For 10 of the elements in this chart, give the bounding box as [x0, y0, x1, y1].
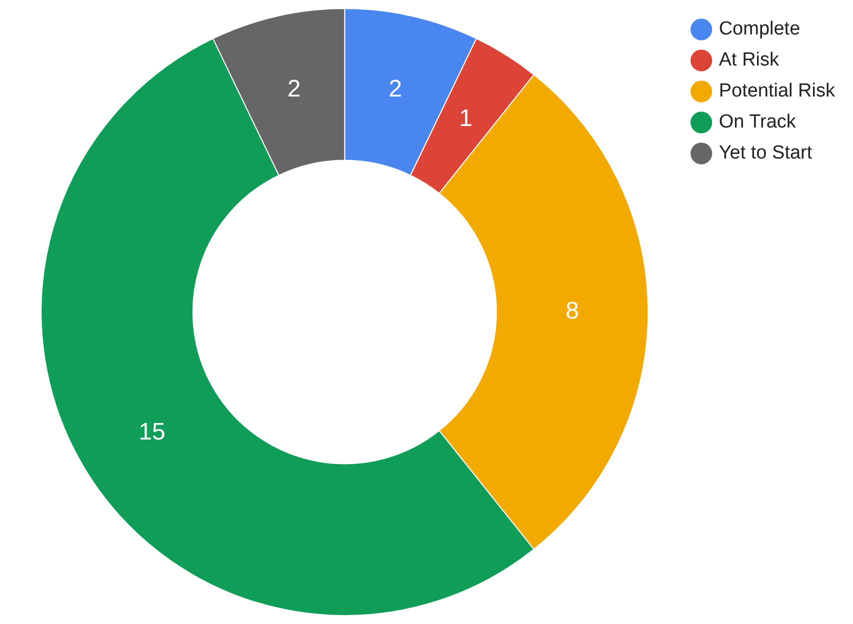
data-label: 15 [138, 418, 166, 446]
data-label: 1 [459, 104, 472, 132]
legend-label: Complete [718, 18, 800, 40]
legend-label: On Track [718, 112, 796, 133]
legend-label: Yet to Start [718, 142, 813, 164]
data-label: 8 [566, 298, 579, 325]
data-label: 2 [287, 76, 301, 103]
data-label: 2 [388, 76, 402, 103]
legend-label: Potential Risk [718, 80, 836, 102]
legend-label: At Risk [718, 50, 780, 71]
